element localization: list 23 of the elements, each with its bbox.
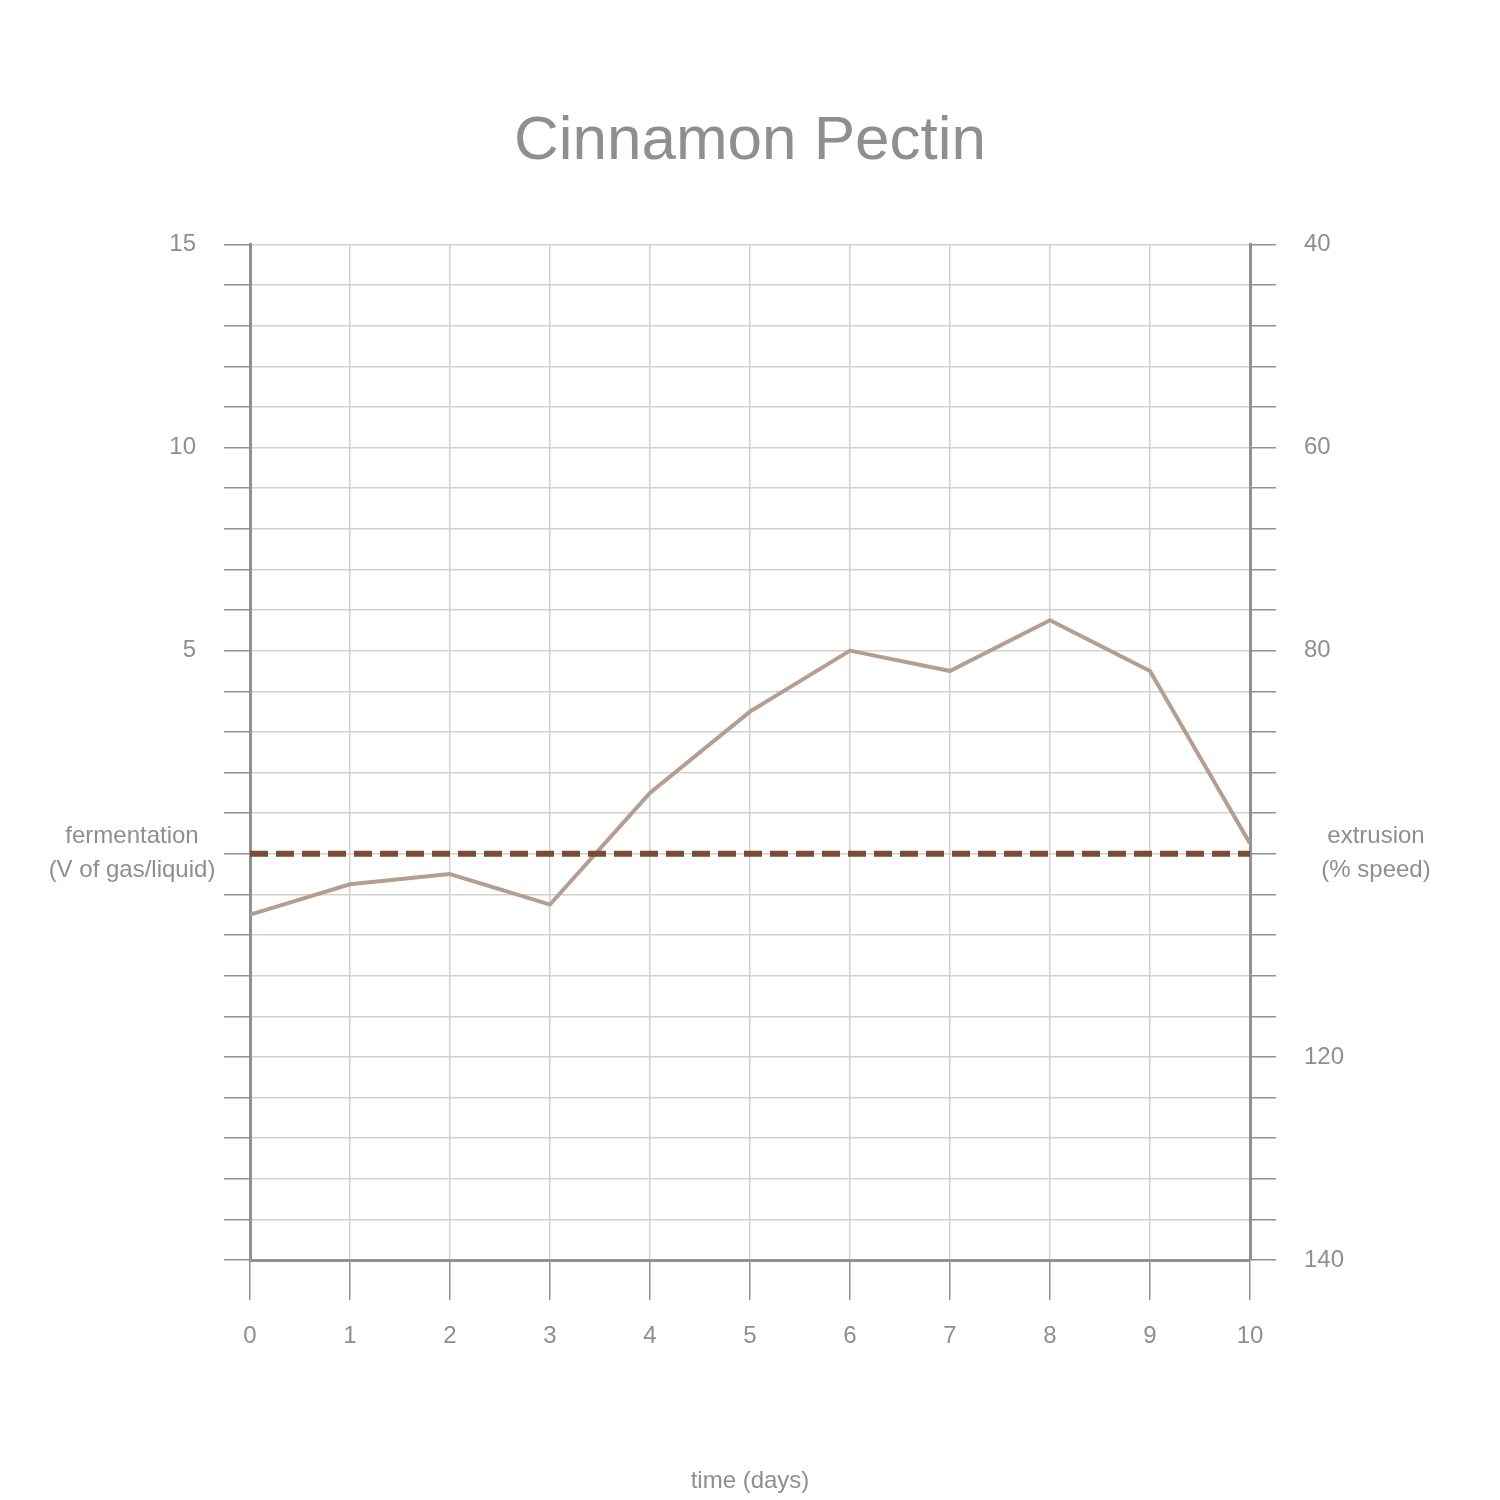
x-tick-label: 1	[343, 1321, 357, 1349]
y-tick-label: 10	[169, 432, 196, 460]
x-tick-label: 10	[1236, 1321, 1264, 1349]
y-axis-title: fermentation (V of gas/liquid)	[48, 821, 216, 883]
y2-tick-label: 120	[1304, 1041, 1345, 1069]
y-tick-label: 15	[169, 229, 196, 257]
y2-tick-label: 80	[1304, 635, 1331, 663]
y2-tick-label: 40	[1304, 229, 1331, 257]
x-tick-label: 9	[1143, 1321, 1157, 1349]
x-tick-label: 7	[943, 1321, 957, 1349]
x-tick-label: 4	[643, 1321, 657, 1349]
chart-title: Cinnamon Pectin	[513, 103, 987, 173]
x-tick-label: 5	[743, 1321, 757, 1349]
x-axis-title: time (days)	[690, 1466, 810, 1494]
x-tick-label: 6	[843, 1321, 857, 1349]
y2-tick-label: 140	[1304, 1244, 1345, 1272]
x-tick-label: 3	[543, 1321, 557, 1349]
x-tick-label: 8	[1043, 1321, 1057, 1349]
y2-tick-label: 60	[1304, 432, 1331, 460]
y-tick-label: 5	[182, 635, 196, 663]
x-tick-label: 2	[443, 1321, 457, 1349]
x-tick-label: 0	[243, 1321, 257, 1349]
y2-axis-title: extrusion (% speed)	[1321, 821, 1431, 883]
